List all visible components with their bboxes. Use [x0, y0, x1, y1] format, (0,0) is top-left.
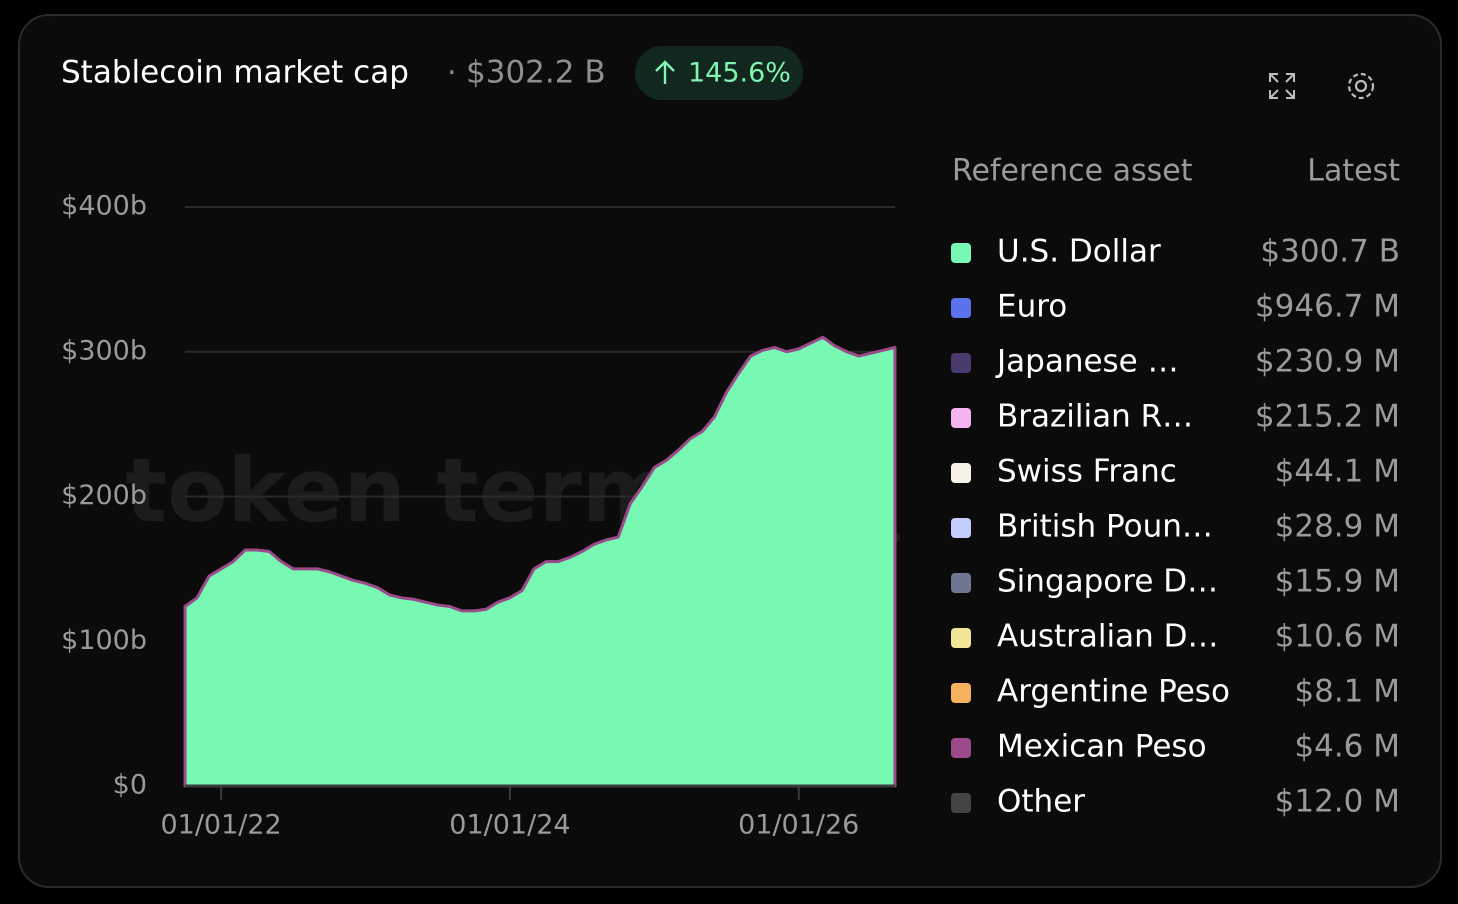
- legend-latest: $28.9 M: [1275, 509, 1400, 545]
- legend-label: Other: [997, 784, 1085, 820]
- legend-swatch: [951, 738, 971, 758]
- area: [183, 335, 897, 788]
- legend-swatch: [951, 408, 971, 428]
- x-tick-label: 01/01/24: [449, 810, 570, 841]
- legend-label: Argentine Peso: [997, 674, 1230, 710]
- settings-button[interactable]: [1347, 72, 1375, 100]
- expand-button[interactable]: [1269, 73, 1295, 99]
- legend-swatch: [951, 463, 971, 483]
- legend-header: Latest: [1307, 154, 1400, 189]
- change-value: 145.6%: [688, 58, 791, 89]
- legend: U.S. Dollar $300.7 B Euro $946.7 M Japanese …: [951, 234, 1400, 820]
- y-tick-label: $300b: [61, 335, 147, 366]
- legend-label: British Poun…: [997, 509, 1213, 545]
- legend-header: Reference asset: [952, 154, 1193, 189]
- legend-swatch: [951, 353, 971, 373]
- legend-latest: $10.6 M: [1275, 619, 1400, 655]
- legend-label: Australian D…: [997, 619, 1219, 655]
- legend-latest: $300.7 B: [1260, 234, 1400, 270]
- legend-swatch: [951, 793, 971, 813]
- legend-swatch: [951, 298, 971, 318]
- legend-swatch: [951, 243, 971, 263]
- legend-latest: $44.1 M: [1275, 454, 1400, 490]
- y-tick-label: $100b: [61, 625, 147, 656]
- legend-label: Swiss Franc: [997, 454, 1177, 490]
- legend-latest: $230.9 M: [1255, 344, 1400, 380]
- legend-label: Brazilian R…: [997, 399, 1193, 435]
- x-tick-label: 01/01/22: [160, 810, 281, 841]
- up-arrow: [655, 60, 675, 84]
- legend-latest: $12.0 M: [1275, 784, 1400, 820]
- legend-swatch: [951, 683, 971, 703]
- y-tick-label: $200b: [61, 480, 147, 511]
- legend-label: Euro: [997, 289, 1067, 325]
- x-tick-label: 01/01/26: [738, 810, 859, 841]
- legend-label: Mexican Peso: [997, 729, 1207, 765]
- plot: $0 $100b $200b $300b $400b 01/01/22 01/01/24 01…: [61, 191, 897, 841]
- y-tick-label: $400b: [61, 191, 147, 222]
- legend-latest: $4.6 M: [1294, 729, 1400, 765]
- legend-label: U.S. Dollar: [997, 234, 1161, 270]
- chart-title: Stablecoin market cap: [61, 55, 409, 91]
- legend-swatch: [951, 573, 971, 593]
- change-pill: [635, 46, 803, 100]
- legend-swatch: [951, 518, 971, 538]
- legend-label: Singapore D…: [997, 564, 1218, 600]
- legend-latest: $15.9 M: [1275, 564, 1400, 600]
- legend-label: Japanese …: [995, 344, 1179, 380]
- legend-swatch: [951, 628, 971, 648]
- legend-latest: $215.2 M: [1255, 399, 1400, 435]
- total-value: $302.2 B: [466, 55, 606, 91]
- separator: ·: [447, 56, 457, 91]
- y-tick-label: $0: [113, 770, 147, 801]
- legend-latest: $946.7 M: [1255, 289, 1400, 325]
- legend-latest: $8.1 M: [1294, 674, 1400, 710]
